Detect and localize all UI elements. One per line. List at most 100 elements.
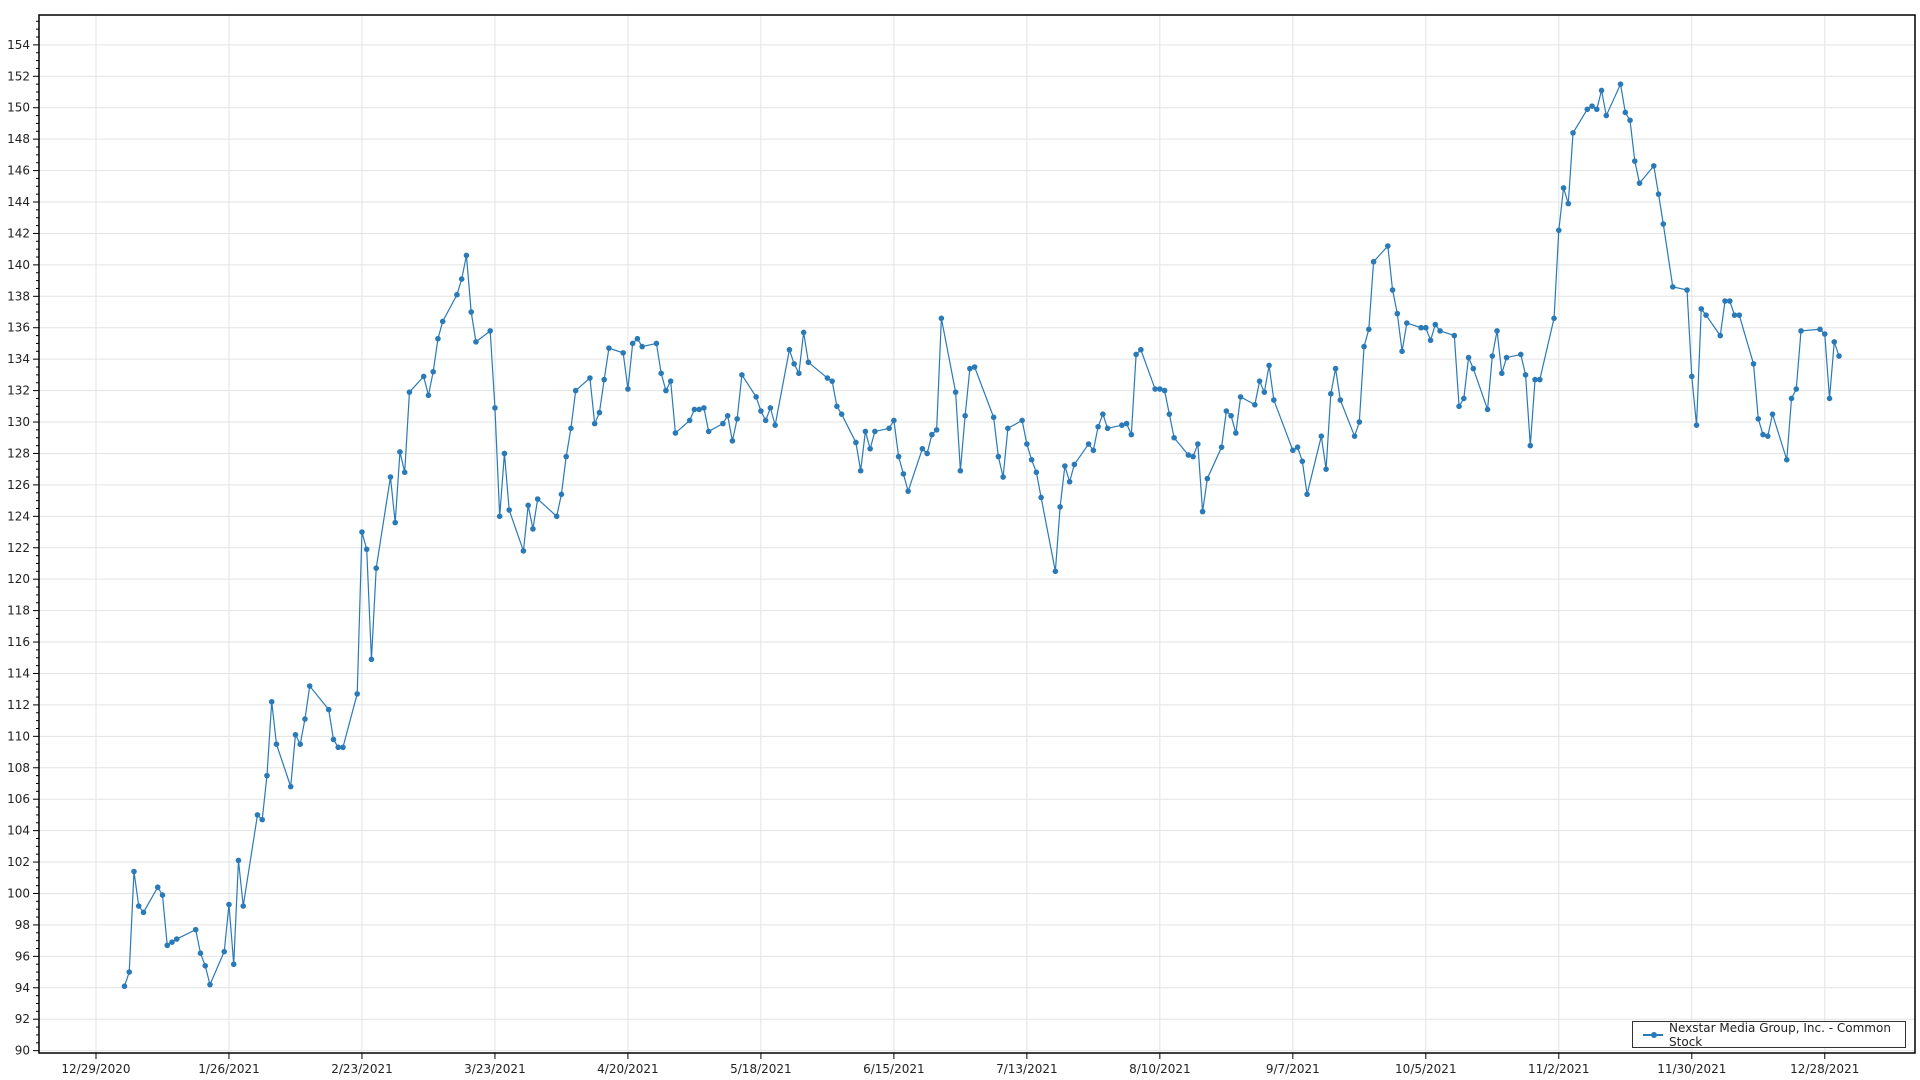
data-point xyxy=(872,428,878,435)
data-point xyxy=(1769,411,1776,417)
data-point xyxy=(553,513,560,520)
data-point xyxy=(240,903,247,909)
y-tick-label: 94 xyxy=(15,981,30,995)
data-point xyxy=(1361,343,1367,350)
data-point xyxy=(924,450,930,457)
data-point xyxy=(1366,326,1372,333)
data-point xyxy=(1726,298,1733,304)
data-point xyxy=(1199,508,1206,515)
data-point xyxy=(1233,430,1239,436)
data-point xyxy=(1052,568,1059,575)
data-point xyxy=(829,378,835,384)
x-tick-label: 2/23/2021 xyxy=(331,1062,393,1076)
data-point xyxy=(1755,416,1762,422)
data-point xyxy=(1223,408,1230,414)
data-point xyxy=(1565,200,1572,207)
data-point xyxy=(1465,354,1472,361)
data-point xyxy=(1783,456,1790,463)
y-tick-label: 92 xyxy=(15,1012,30,1026)
y-tick-label: 154 xyxy=(7,38,30,52)
data-point xyxy=(905,488,911,494)
data-point xyxy=(1128,431,1135,438)
y-tick-label: 146 xyxy=(7,164,30,178)
y-tick-label: 102 xyxy=(7,855,30,869)
data-point xyxy=(1499,370,1505,377)
data-point xyxy=(720,420,726,427)
data-point xyxy=(1537,376,1543,383)
data-point xyxy=(625,386,631,392)
data-point xyxy=(1038,494,1044,501)
y-tick-label: 142 xyxy=(7,226,30,240)
x-tick-label: 7/13/2021 xyxy=(996,1062,1058,1076)
data-point xyxy=(729,438,736,444)
data-point xyxy=(596,409,603,416)
data-point xyxy=(1684,287,1690,293)
y-tick-label: 108 xyxy=(7,761,30,775)
data-point xyxy=(1793,386,1800,392)
data-point xyxy=(306,683,313,689)
data-point xyxy=(1005,425,1011,432)
data-point xyxy=(1133,351,1139,358)
data-point xyxy=(1570,130,1576,136)
data-point xyxy=(1019,417,1025,424)
data-point xyxy=(1304,491,1310,498)
data-point xyxy=(1427,337,1434,344)
data-point xyxy=(221,948,228,955)
y-tick-label: 128 xyxy=(7,446,30,460)
x-tick-label: 12/28/2021 xyxy=(1790,1062,1859,1076)
data-point xyxy=(164,942,171,949)
data-point xyxy=(207,981,213,988)
data-point xyxy=(824,375,831,381)
data-point xyxy=(373,565,380,571)
data-point xyxy=(1185,452,1192,458)
data-point xyxy=(359,529,365,535)
data-point xyxy=(159,892,166,898)
y-tick-label: 112 xyxy=(7,698,30,712)
data-point xyxy=(330,736,337,743)
data-point xyxy=(435,335,441,342)
y-tick-label: 122 xyxy=(7,541,30,555)
data-point xyxy=(1190,453,1196,460)
y-tick-label: 144 xyxy=(7,195,30,209)
y-tick-label: 90 xyxy=(15,1044,30,1058)
data-point xyxy=(629,340,636,347)
y-tick-label: 130 xyxy=(7,415,30,429)
data-point xyxy=(658,370,664,377)
data-point xyxy=(525,502,531,509)
data-point xyxy=(268,698,275,705)
data-point xyxy=(929,431,935,438)
data-point xyxy=(587,375,593,381)
data-point xyxy=(1418,324,1424,331)
data-point xyxy=(1394,310,1401,317)
data-point xyxy=(297,741,304,747)
data-point xyxy=(1318,433,1325,439)
data-point xyxy=(772,422,778,428)
data-point xyxy=(169,939,175,946)
data-point xyxy=(1256,378,1263,384)
data-point xyxy=(1622,109,1629,116)
data-point xyxy=(1627,117,1633,124)
data-point xyxy=(1271,397,1277,403)
data-point xyxy=(1062,463,1068,469)
data-point xyxy=(1489,353,1496,359)
data-point xyxy=(1527,442,1534,449)
data-point xyxy=(454,291,460,298)
data-point xyxy=(686,417,693,424)
data-point xyxy=(473,339,479,345)
data-point xyxy=(800,329,807,336)
data-point xyxy=(724,412,731,419)
data-point xyxy=(1389,287,1396,293)
data-point xyxy=(1598,87,1605,94)
data-point xyxy=(140,909,147,916)
data-point xyxy=(392,519,399,526)
x-tick-label: 11/30/2021 xyxy=(1657,1062,1726,1076)
data-point xyxy=(1826,395,1833,402)
data-point xyxy=(530,526,536,532)
data-point xyxy=(791,361,797,367)
data-point xyxy=(492,405,498,411)
x-tick-label: 10/5/2021 xyxy=(1395,1062,1457,1076)
data-point xyxy=(259,816,266,823)
data-point xyxy=(1356,419,1363,425)
data-point xyxy=(439,318,446,325)
data-point xyxy=(739,372,745,378)
